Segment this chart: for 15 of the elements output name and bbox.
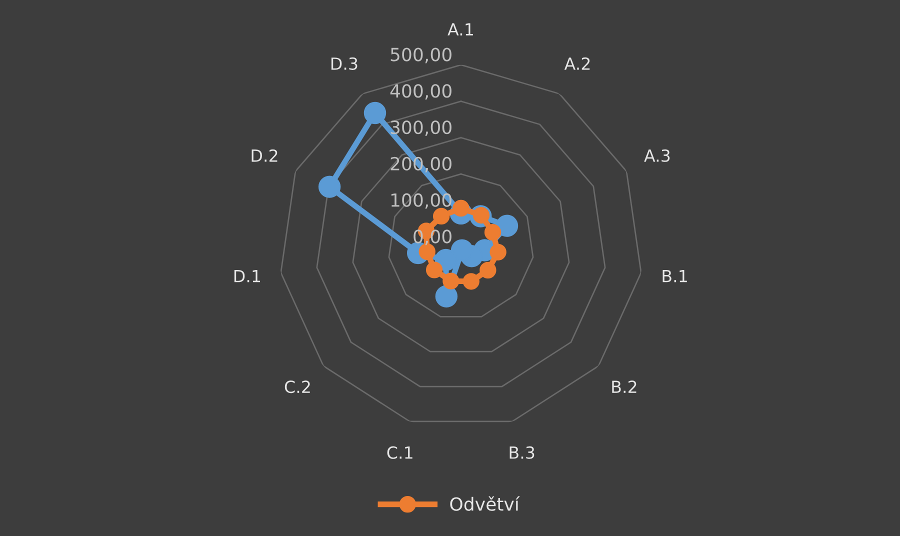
spoke-label: A.1 — [448, 23, 473, 36]
y-tick-label: 300,00 — [390, 120, 452, 136]
spoke-label: B.1 — [662, 270, 687, 282]
y-tick-label: 400,00 — [390, 84, 452, 100]
spoke-label: D.1 — [234, 270, 260, 282]
legend-label: Odvětví — [450, 496, 520, 511]
spoke-label: A.2 — [564, 57, 590, 70]
y-tick-label: 500,00 — [390, 48, 452, 64]
spoke-label: A.3 — [644, 149, 670, 162]
spoke-label: D.3 — [331, 57, 358, 70]
spoke-label: B.2 — [612, 380, 636, 393]
spoke-label: D.2 — [252, 149, 278, 162]
spoke-label: C.1 — [387, 446, 412, 459]
spoke-label: C.2 — [284, 380, 310, 394]
spoke-label: B.3 — [510, 446, 534, 459]
